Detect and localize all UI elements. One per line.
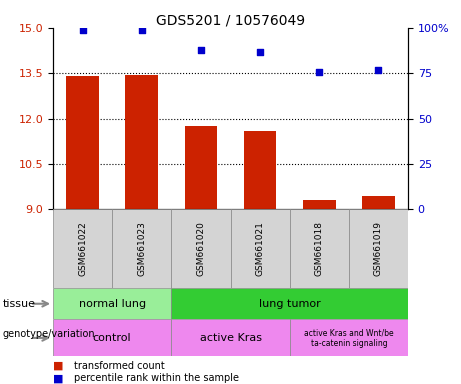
Bar xyxy=(303,200,336,209)
Text: tissue: tissue xyxy=(2,299,35,309)
Text: control: control xyxy=(93,333,131,343)
Bar xyxy=(171,209,230,288)
Bar xyxy=(53,288,171,319)
Point xyxy=(197,47,205,53)
Text: normal lung: normal lung xyxy=(79,299,146,309)
Text: GSM661022: GSM661022 xyxy=(78,221,87,276)
Bar xyxy=(171,319,290,356)
Bar xyxy=(349,209,408,288)
Bar xyxy=(125,75,158,209)
Point xyxy=(79,27,86,33)
Bar xyxy=(185,126,217,209)
Bar xyxy=(53,209,112,288)
Bar xyxy=(230,209,290,288)
Point xyxy=(256,48,264,55)
Bar xyxy=(290,319,408,356)
Text: GSM661023: GSM661023 xyxy=(137,221,146,276)
Text: ■: ■ xyxy=(53,361,64,371)
Text: ■: ■ xyxy=(53,373,64,383)
Point xyxy=(315,68,323,74)
Bar xyxy=(290,209,349,288)
Text: GSM661018: GSM661018 xyxy=(315,221,324,276)
Bar xyxy=(362,196,395,209)
Text: GSM661020: GSM661020 xyxy=(196,221,206,276)
Text: GSM661019: GSM661019 xyxy=(374,221,383,276)
Text: active Kras and Wnt/be
ta-catenin signaling: active Kras and Wnt/be ta-catenin signal… xyxy=(304,328,394,348)
Point xyxy=(138,27,145,33)
Bar xyxy=(171,288,408,319)
Bar xyxy=(112,209,171,288)
Point xyxy=(375,67,382,73)
Text: active Kras: active Kras xyxy=(200,333,261,343)
Text: transformed count: transformed count xyxy=(74,361,165,371)
Bar xyxy=(244,131,276,209)
Text: percentile rank within the sample: percentile rank within the sample xyxy=(74,373,239,383)
Text: lung tumor: lung tumor xyxy=(259,299,320,309)
Text: GSM661021: GSM661021 xyxy=(255,221,265,276)
Bar xyxy=(66,76,99,209)
Text: genotype/variation: genotype/variation xyxy=(2,329,95,339)
Bar xyxy=(53,319,171,356)
Text: GDS5201 / 10576049: GDS5201 / 10576049 xyxy=(156,13,305,27)
